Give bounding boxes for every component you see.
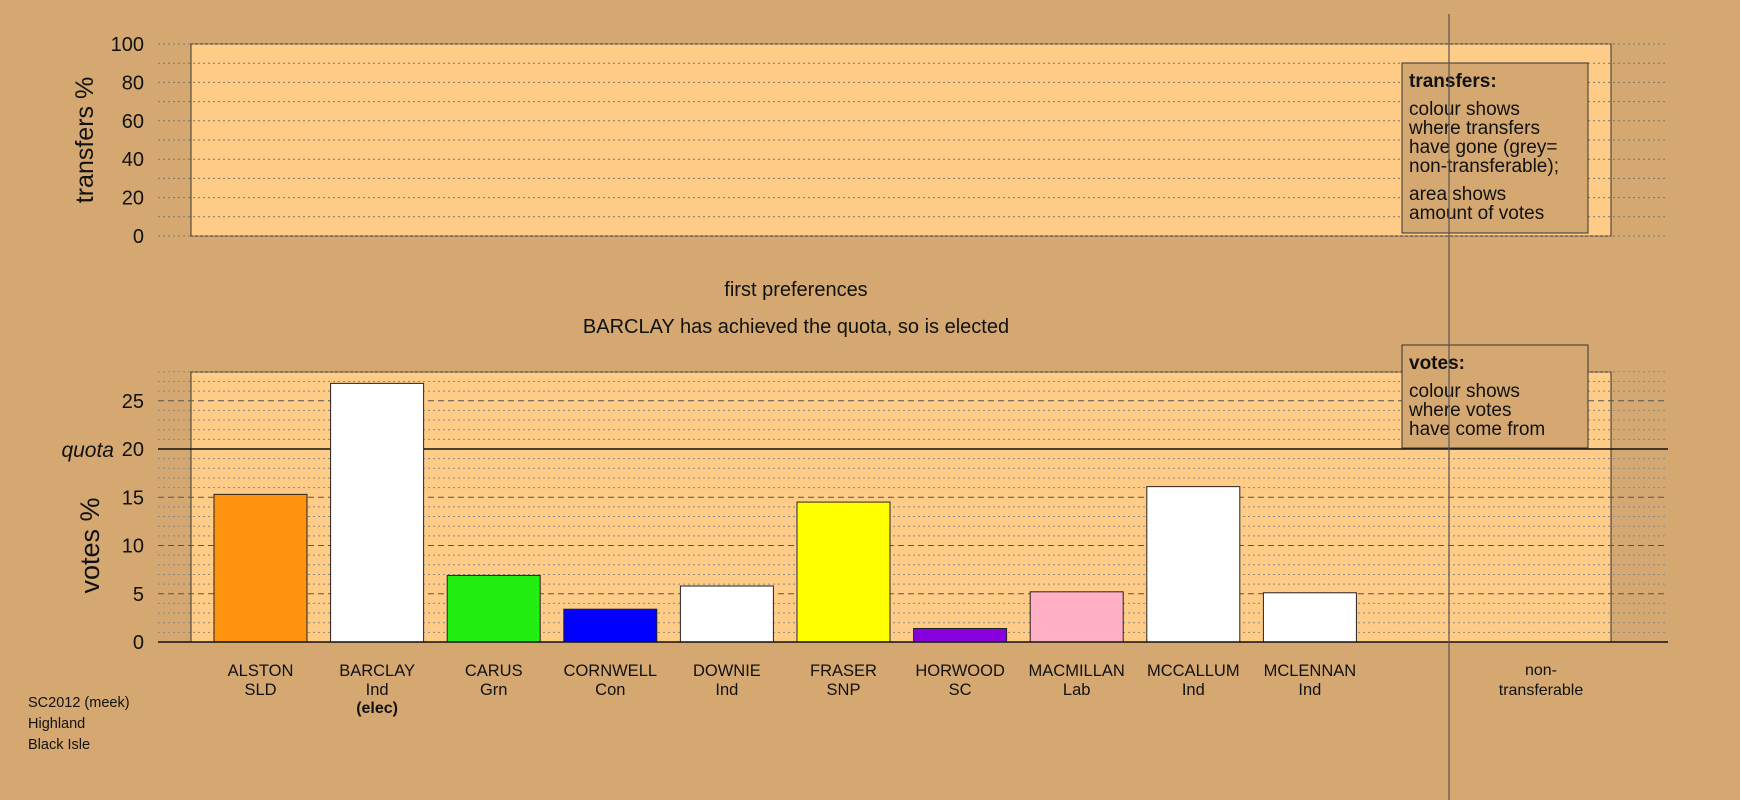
candidate-name: MCLENNAN <box>1264 662 1357 680</box>
candidate-bar <box>1029 591 1124 643</box>
candidate-bar <box>796 501 891 643</box>
candidate-status: (elec) <box>356 700 398 717</box>
candidate-name: MCCALLUM <box>1147 662 1240 680</box>
transfers-tick-label: 80 <box>122 72 144 94</box>
candidate-bar <box>446 574 541 643</box>
votes-axis-label: votes % <box>75 497 105 593</box>
candidate-name: MACMILLAN <box>1029 662 1125 680</box>
candidate-party: Ind <box>1298 681 1321 699</box>
candidate-bar <box>679 585 774 643</box>
votes-legend-title: votes: <box>1409 353 1465 374</box>
stage-title: first preferences <box>724 279 867 301</box>
votes-tick-label: 5 <box>133 584 144 606</box>
footer-line: SC2012 (meek) <box>28 695 130 711</box>
candidate-bar <box>330 382 425 643</box>
stage-message: BARCLAY has achieved the quota, so is el… <box>583 316 1009 338</box>
candidate-party: Grn <box>480 681 508 699</box>
candidate-bar <box>1146 486 1241 643</box>
transfers-legend-line: non-transferable); <box>1409 156 1559 177</box>
votes-tick-label: 15 <box>122 487 144 509</box>
nontransferable-label: transferable <box>1499 682 1584 699</box>
quota-label: quota <box>61 439 114 462</box>
candidate-bar <box>563 608 658 643</box>
transfers-legend-line: amount of votes <box>1409 203 1544 224</box>
footer-line: Black Isle <box>28 737 91 753</box>
votes-legend-line: colour shows <box>1409 381 1520 402</box>
transfers-legend-line: area shows <box>1409 184 1506 205</box>
footer-line: Highland <box>28 716 86 732</box>
nontransferable-label: non- <box>1525 662 1557 679</box>
candidate-name: DOWNIE <box>693 662 761 680</box>
transfers-tick-label: 0 <box>133 226 144 248</box>
candidate-party: SNP <box>827 681 861 699</box>
transfers-legend-line: have gone (grey= <box>1409 137 1557 158</box>
votes-legend: votes: colour shows where votes have com… <box>1401 344 1589 449</box>
votes-tick-label: 25 <box>122 391 144 413</box>
candidate-party: Ind <box>366 681 389 699</box>
candidate-party: Ind <box>715 681 738 699</box>
votes-tick-label: 20 <box>122 439 144 461</box>
transfers-tick-label: 20 <box>122 188 144 210</box>
candidate-name: HORWOOD <box>915 662 1005 680</box>
candidate-party: Con <box>595 681 625 699</box>
votes-tick-label: 0 <box>133 632 144 654</box>
candidate-name: BARCLAY <box>339 662 415 680</box>
footer-info: SC2012 (meek) Highland Black Isle <box>28 693 130 756</box>
candidate-name: CORNWELL <box>564 662 658 680</box>
candidate-party: SLD <box>244 681 276 699</box>
candidate-bar <box>213 493 308 643</box>
votes-tick-label: 10 <box>122 536 144 558</box>
candidate-party: Ind <box>1182 681 1205 699</box>
candidate-party: Lab <box>1063 681 1091 699</box>
transfers-tick-label: 60 <box>122 111 144 133</box>
transfers-tick-label: 40 <box>122 149 144 171</box>
transfers-tick-label: 100 <box>111 34 144 56</box>
transfers-legend: transfers: colour shows where transfers … <box>1401 62 1589 234</box>
candidate-party: SC <box>949 681 972 699</box>
votes-legend-line: where votes <box>1408 400 1511 421</box>
candidate-name: FRASER <box>810 662 877 680</box>
candidate-name: ALSTON <box>228 662 294 680</box>
transfers-axis-label: transfers % <box>71 77 99 203</box>
votes-legend-line: have come from <box>1409 419 1545 440</box>
transfers-legend-line: colour shows <box>1409 99 1520 120</box>
candidate-bar <box>1262 592 1357 643</box>
transfers-panel: 0 20 40 60 80 100 transfers % <box>71 34 1668 248</box>
candidate-name: CARUS <box>465 662 523 680</box>
candidate-bar <box>913 627 1008 643</box>
transfers-legend-title: transfers: <box>1409 71 1497 92</box>
transfers-legend-line: where transfers <box>1408 118 1540 139</box>
